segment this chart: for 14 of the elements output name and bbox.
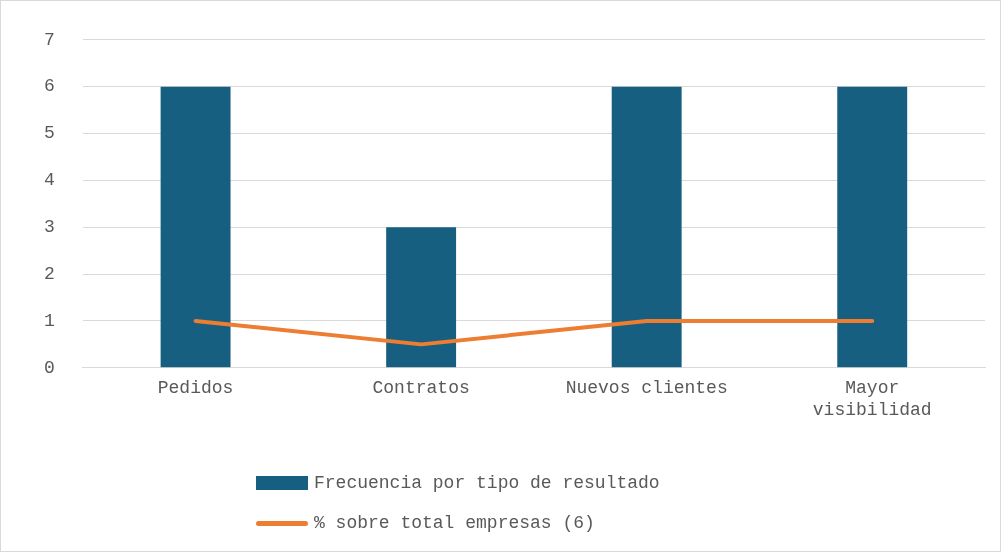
y-tick-label: 4 [43,170,55,191]
y-tick-label: 0 [43,357,55,378]
x-tick-label: Contratos [372,378,470,399]
y-tick-label: 1 [43,310,55,331]
y-tick-label: 2 [43,263,55,284]
y-tick-label: 5 [43,123,55,144]
legend-label: Frecuencia por tipo de resultado [314,473,660,493]
x-tick-label: Mayor visibilidad [812,378,932,420]
legend-label: % sobre total empresas (6) [314,513,595,533]
y-tick-label: 6 [43,76,55,97]
y-tick-label: 7 [43,29,55,50]
x-tick-label: Pedidos [157,378,234,399]
x-tick-label: Nuevos clientes [565,378,728,399]
y-tick-label: 3 [43,216,55,237]
